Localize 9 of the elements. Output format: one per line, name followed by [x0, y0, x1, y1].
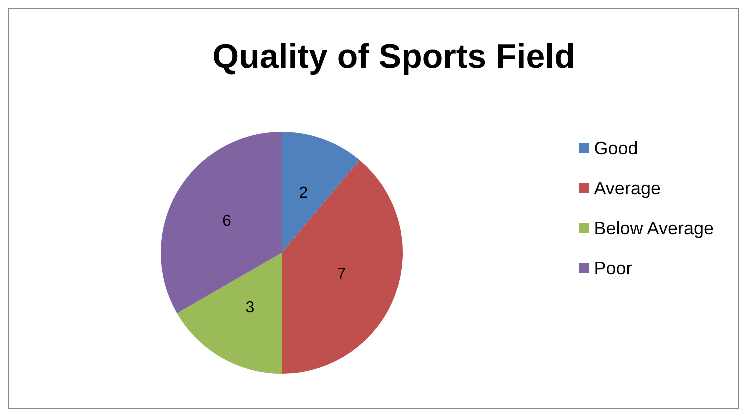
data-label: 7 [337, 266, 346, 284]
legend-label: Below Average [594, 218, 714, 238]
legend-label: Poor [594, 258, 632, 278]
legend-label: Average [594, 178, 661, 198]
chart-title: Quality of Sports Field [212, 38, 576, 76]
data-label: 6 [222, 212, 232, 230]
legend-label: Good [594, 138, 638, 158]
data-label: 2 [299, 184, 308, 202]
data-label: 3 [246, 299, 255, 316]
